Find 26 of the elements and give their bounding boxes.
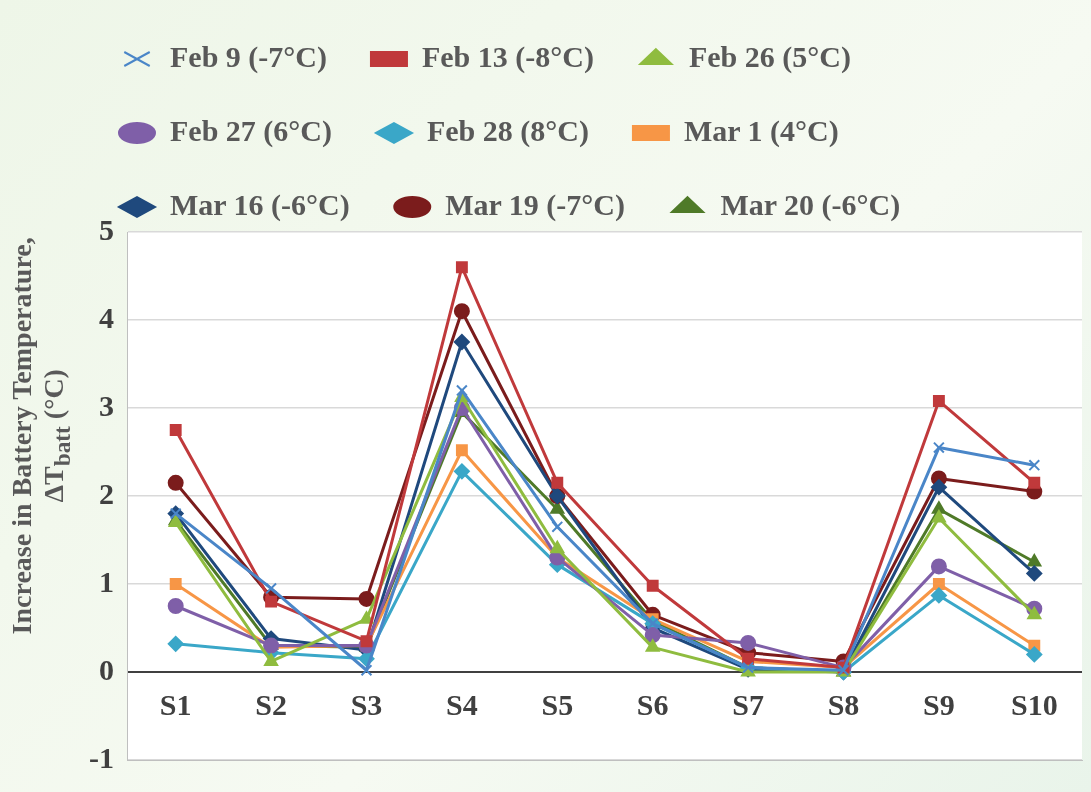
legend-label: Feb 13 (-8°C) bbox=[421, 39, 594, 74]
legend-label: Mar 20 (-6°C) bbox=[720, 187, 901, 222]
x-tick-label: S6 bbox=[636, 687, 669, 721]
x-tick-label: S10 bbox=[1010, 687, 1058, 721]
y-tick-label: 5 bbox=[98, 212, 114, 246]
x-tick-label: S5 bbox=[541, 687, 574, 721]
legend-label: Feb 26 (5°C) bbox=[688, 39, 851, 74]
y-tick-label: 0 bbox=[98, 652, 114, 686]
x-tick-label: S4 bbox=[446, 687, 478, 721]
legend-label: Feb 9 (-7°C) bbox=[170, 39, 327, 74]
y-tick-label: 2 bbox=[98, 476, 114, 510]
x-tick-label: S7 bbox=[732, 687, 764, 721]
y-tick-label: 4 bbox=[98, 300, 114, 334]
y-tick-label: 3 bbox=[98, 388, 114, 422]
legend-label: Feb 28 (8°C) bbox=[426, 113, 589, 148]
x-tick-label: S1 bbox=[159, 687, 192, 721]
y-tick-label: -1 bbox=[88, 740, 114, 774]
x-tick-label: S2 bbox=[255, 687, 287, 721]
legend-label: Mar 16 (-6°C) bbox=[170, 187, 350, 222]
y-tick-label: 1 bbox=[98, 564, 114, 598]
legend-label: Mar 19 (-7°C) bbox=[445, 187, 625, 222]
legend-label: Mar 1 (4°C) bbox=[683, 113, 839, 148]
x-tick-label: S8 bbox=[827, 687, 860, 721]
x-tick-label: S9 bbox=[923, 687, 955, 721]
x-tick-label: S3 bbox=[350, 687, 383, 721]
legend-label: Feb 27 (6°C) bbox=[170, 113, 332, 148]
